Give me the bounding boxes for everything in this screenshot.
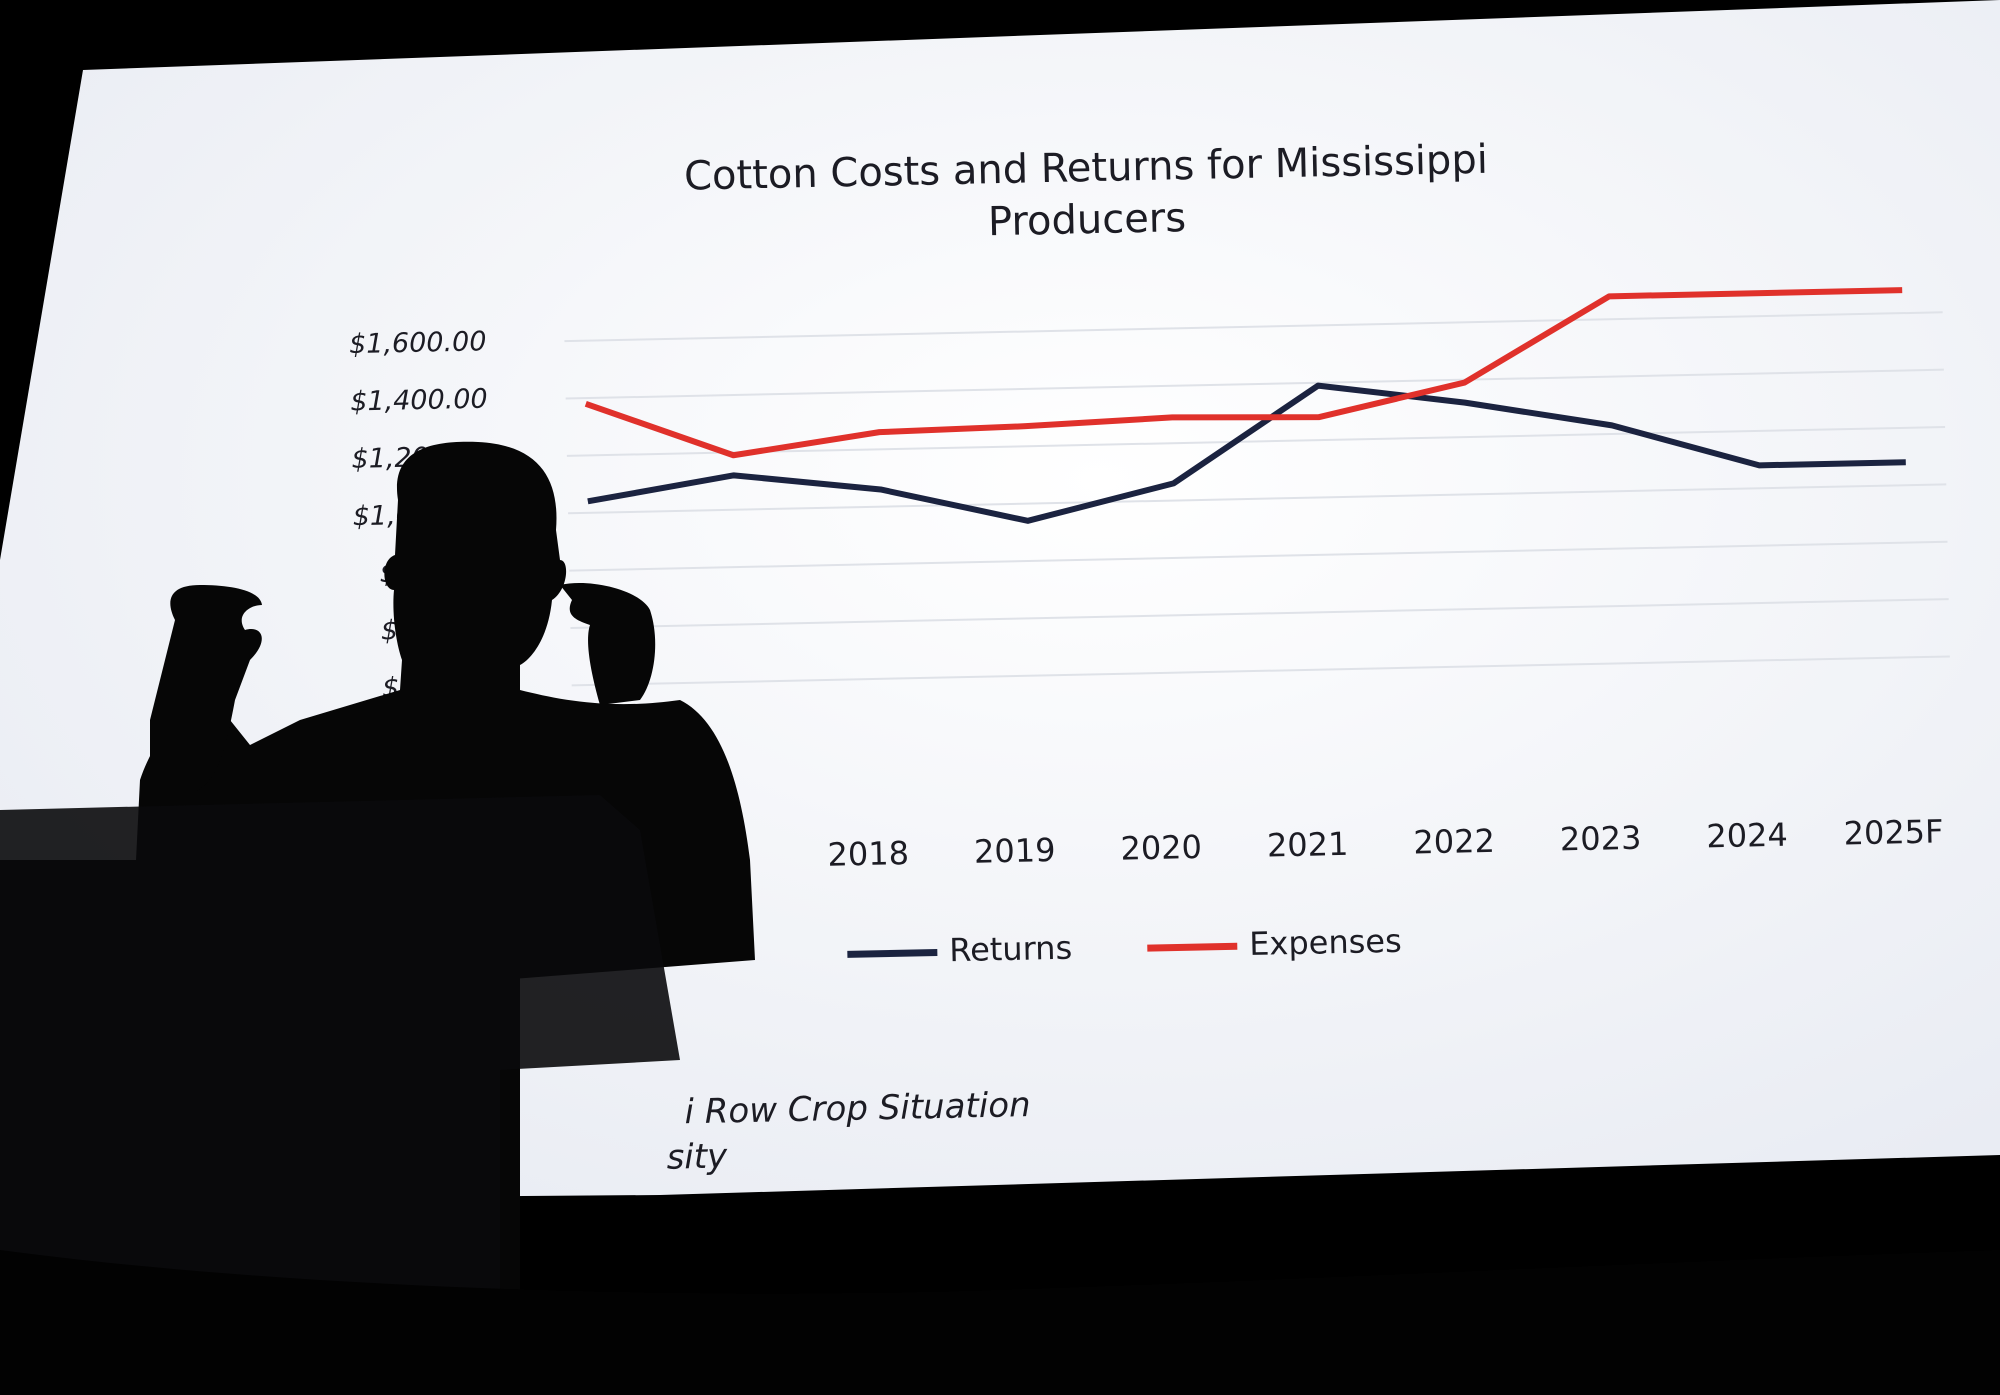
x-tick-label: 2021 (1267, 825, 1349, 865)
audience (0, 1250, 2000, 1395)
y-tick-label: $1,600.00 (349, 326, 487, 360)
x-tick-label: 2023 (1559, 819, 1641, 859)
source-note: sity (666, 1136, 728, 1177)
data-line (587, 382, 1906, 524)
legend-label: Expenses (1249, 922, 1402, 963)
grid-line (571, 655, 1950, 687)
legend-swatch (1147, 942, 1238, 952)
legend-swatch (847, 948, 938, 958)
grid-line (570, 598, 1949, 629)
x-tick-label: 2019 (974, 831, 1056, 871)
x-tick-label: 2024 (1706, 816, 1788, 856)
grid-line (564, 311, 1943, 343)
grid-line (565, 368, 1944, 400)
data-line (584, 287, 1903, 459)
x-tick-label: 2020 (1120, 828, 1202, 868)
grid-line (566, 426, 1946, 457)
source-note: i Row Crop Situation (684, 1085, 1031, 1132)
x-tick-label: 2025F (1843, 812, 1944, 852)
podium-glass (0, 795, 680, 1395)
speaker-hand (560, 582, 656, 705)
speaker-hand (150, 585, 262, 800)
grid-line (569, 540, 1948, 572)
legend-label: Returns (949, 929, 1073, 970)
y-tick-label: $1,400.00 (350, 384, 488, 418)
chart-title: Producers (988, 195, 1187, 245)
x-tick-label: 2022 (1413, 822, 1495, 862)
x-tick-label: 2018 (827, 834, 909, 874)
speaker-silhouette (0, 441, 2000, 1395)
grid-line (568, 483, 1947, 515)
